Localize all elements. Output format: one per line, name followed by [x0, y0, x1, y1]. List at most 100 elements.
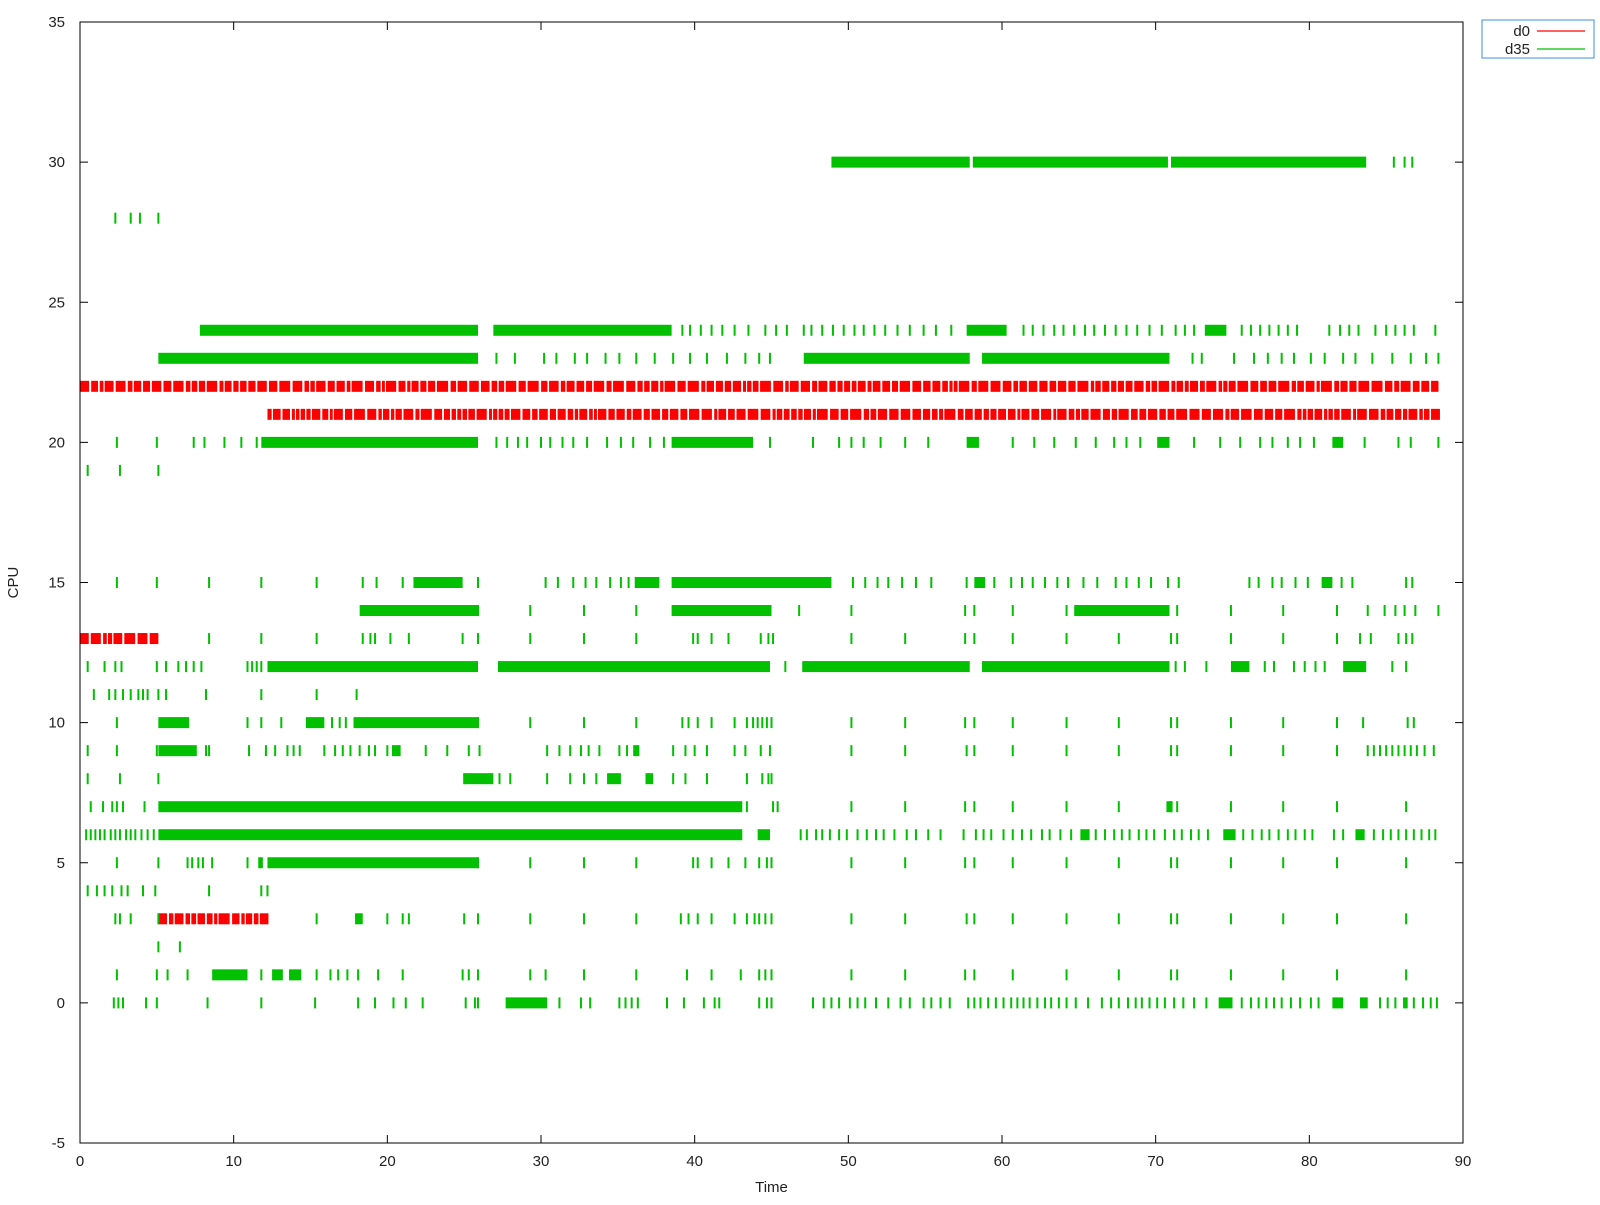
- d35-tick-cpu-0: [117, 997, 120, 1009]
- d35-tick-cpu-6: [1145, 829, 1148, 841]
- d35-tick-cpu-23: [604, 352, 607, 364]
- d0-run-cpu-3: [185, 913, 191, 925]
- d35-tick-cpu-6: [1002, 829, 1005, 841]
- d0-run-cpu-22: [1431, 380, 1439, 392]
- d0-run-cpu-22: [115, 380, 126, 392]
- d0-run-cpu-21: [1230, 408, 1240, 420]
- d0-run-cpu-22: [687, 380, 699, 392]
- d35-tick-cpu-0: [1412, 997, 1415, 1009]
- d35-tick-cpu-5: [1229, 857, 1232, 869]
- d0-run-cpu-22: [829, 380, 836, 392]
- d35-tick-cpu-10: [1011, 717, 1014, 729]
- d35-tick-cpu-1: [1229, 969, 1232, 981]
- d35-tick-cpu-6: [94, 829, 97, 841]
- d35-tick-cpu-4: [260, 885, 263, 897]
- d35-tick-cpu-20: [1271, 436, 1274, 448]
- d35-tick-cpu-14: [476, 605, 479, 617]
- d0-run-cpu-22: [1218, 380, 1223, 392]
- d0-run-cpu-22: [760, 380, 771, 392]
- d35-tick-cpu-1: [685, 969, 688, 981]
- d35-tick-cpu-5: [770, 857, 773, 869]
- d35-tick-cpu-20: [768, 436, 771, 448]
- d35-tick-cpu-24: [1339, 324, 1342, 336]
- d35-tick-cpu-14: [850, 605, 853, 617]
- d35-tick-cpu-24: [802, 324, 805, 336]
- d35-tick-cpu-0: [1386, 997, 1389, 1009]
- d35-tick-cpu-0: [1173, 997, 1176, 1009]
- d35-tick-cpu-12: [86, 661, 89, 673]
- d0-run-cpu-22: [1384, 380, 1393, 392]
- d0-run-cpu-22: [818, 380, 828, 392]
- d35-tick-cpu-7: [973, 801, 976, 813]
- d0-run-cpu-21: [1225, 408, 1230, 420]
- d0-run-cpu-22: [346, 380, 351, 392]
- d0-run-cpu-21: [457, 408, 462, 420]
- d35-tick-cpu-1: [155, 969, 158, 981]
- d0-run-cpu-21: [1068, 408, 1075, 420]
- d35-tick-cpu-12: [251, 661, 254, 673]
- d35-span-cpu-0: [1403, 997, 1408, 1009]
- d0-run-cpu-22: [1206, 380, 1217, 392]
- d0-run-cpu-13: [149, 633, 159, 645]
- d35-tick-cpu-9: [1379, 745, 1382, 757]
- d35-tick-cpu-3: [679, 913, 682, 925]
- d35-tick-cpu-23: [1371, 352, 1374, 364]
- d35-tick-cpu-0: [1289, 997, 1292, 1009]
- d35-tick-cpu-11: [114, 689, 117, 701]
- d0-run-cpu-21: [498, 408, 504, 420]
- d35-tick-cpu-14: [1011, 605, 1014, 617]
- d0-run-cpu-22: [1117, 380, 1124, 392]
- d35-tick-cpu-12: [200, 661, 203, 673]
- d35-tick-cpu-12: [784, 661, 787, 673]
- d35-tick-cpu-12: [165, 661, 168, 673]
- d35-tick-cpu-0: [930, 997, 933, 1009]
- d35-tick-cpu-9: [1409, 745, 1412, 757]
- d0-run-cpu-22: [491, 380, 498, 392]
- d35-tick-cpu-0: [939, 997, 942, 1009]
- d35-tick-cpu-23: [1409, 352, 1412, 364]
- d35-tick-cpu-9: [768, 745, 771, 757]
- d0-run-cpu-21: [944, 408, 956, 420]
- d0-run-cpu-22: [385, 380, 397, 392]
- d0-run-cpu-21: [579, 408, 588, 420]
- d0-run-cpu-22: [1371, 380, 1383, 392]
- d0-run-cpu-21: [367, 408, 377, 420]
- d35-tick-cpu-6: [1113, 829, 1116, 841]
- d35-tick-cpu-5: [476, 857, 479, 869]
- d35-tick-cpu-20: [850, 436, 853, 448]
- d0-run-cpu-21: [608, 408, 615, 420]
- d35-tick-cpu-12: [1323, 661, 1326, 673]
- d0-run-cpu-22: [1250, 380, 1259, 392]
- d35-tick-cpu-20: [1125, 436, 1128, 448]
- d35-tick-cpu-8: [767, 773, 770, 785]
- d0-run-cpu-22: [1394, 380, 1400, 392]
- d35-tick-cpu-0: [579, 997, 582, 1009]
- d35-tick-cpu-5: [115, 857, 118, 869]
- d0-run-cpu-21: [291, 408, 295, 420]
- d35-tick-cpu-6: [1251, 829, 1254, 841]
- d35-tick-cpu-1: [357, 969, 360, 981]
- d35-tick-cpu-20: [1053, 436, 1056, 448]
- d35-tick-cpu-0: [1117, 997, 1120, 1009]
- d35-span-cpu-6: [757, 829, 770, 841]
- d35-tick-cpu-23: [1191, 352, 1194, 364]
- d35-tick-cpu-14: [1414, 605, 1417, 617]
- d0-run-cpu-22: [899, 380, 911, 392]
- d0-run-cpu-21: [669, 408, 679, 420]
- d35-tick-cpu-0: [987, 997, 990, 1009]
- d35-tick-cpu-24: [1125, 324, 1128, 336]
- d35-tick-cpu-13: [461, 633, 464, 645]
- d35-tick-cpu-14: [964, 605, 967, 617]
- d35-span-cpu-6: [1080, 829, 1090, 841]
- d35-span-cpu-8: [464, 773, 494, 785]
- d35-tick-cpu-9: [367, 745, 370, 757]
- d35-tick-cpu-13: [973, 633, 976, 645]
- d35-tick-cpu-20: [1312, 436, 1315, 448]
- d35-tick-cpu-3: [315, 913, 318, 925]
- d35-tick-cpu-24: [1103, 324, 1106, 336]
- d35-tick-cpu-9: [965, 745, 968, 757]
- d35-tick-cpu-6: [114, 829, 117, 841]
- d35-tick-cpu-0: [1110, 997, 1113, 1009]
- d0-run-cpu-22: [127, 380, 133, 392]
- d0-run-cpu-22: [560, 380, 566, 392]
